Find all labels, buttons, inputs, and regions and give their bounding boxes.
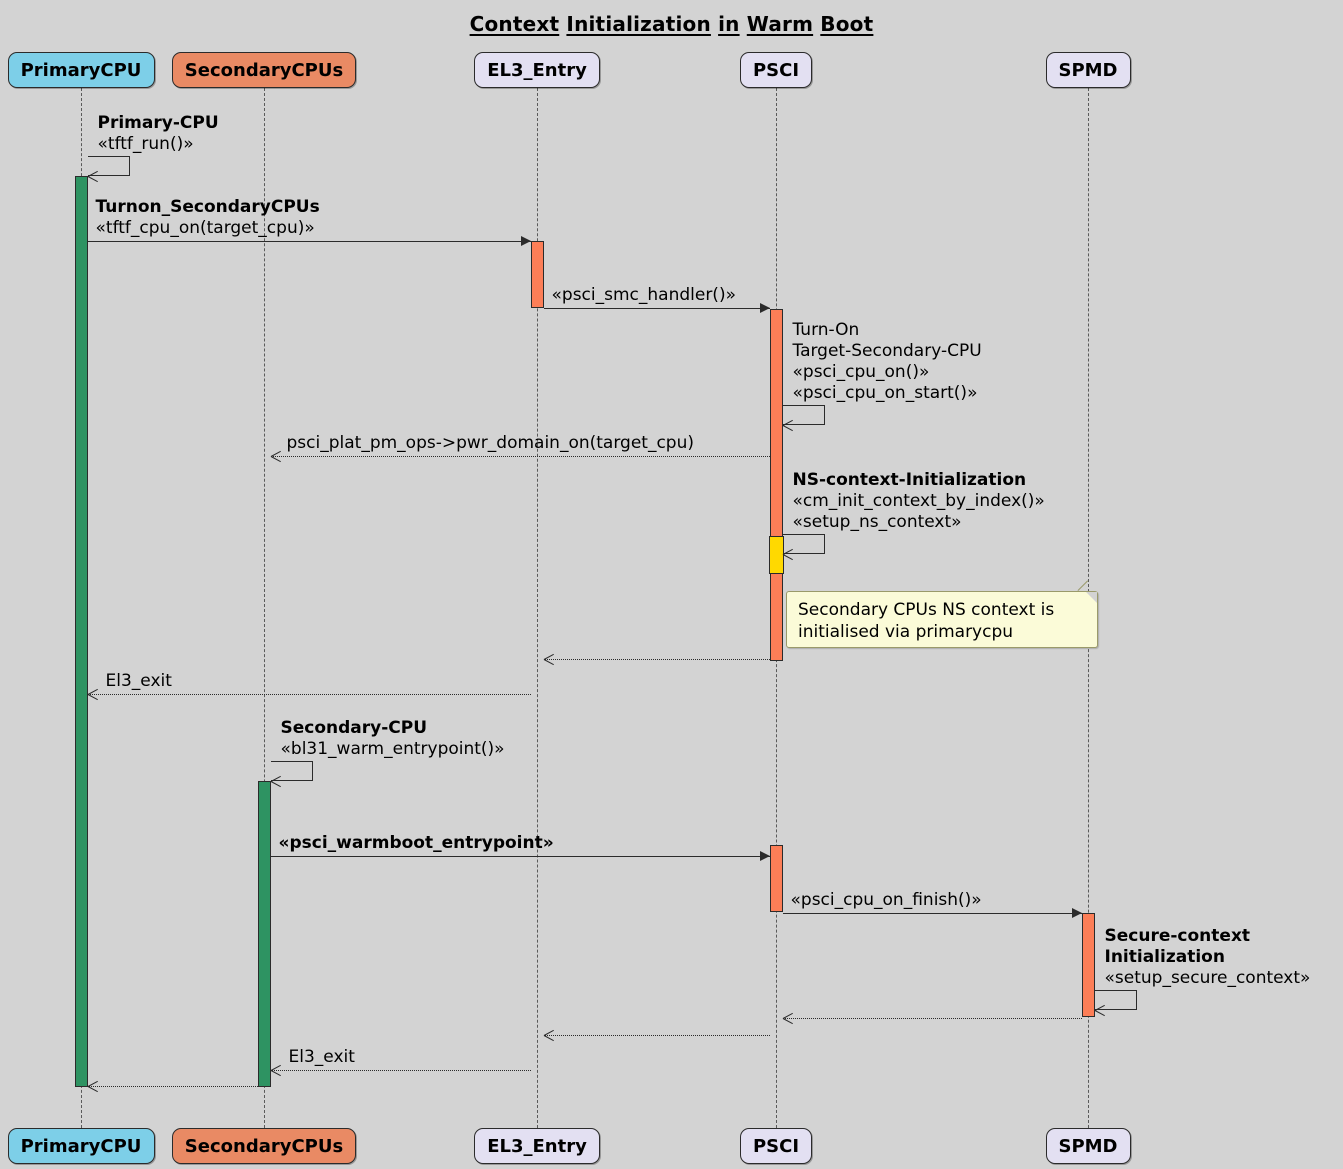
title-word: Boot: [820, 12, 874, 36]
title-word: in: [718, 12, 740, 36]
message-label: «cm_init_context_by_index()»: [792, 491, 1045, 511]
spmd-to-psci-return-arrowhead: [783, 1013, 794, 1024]
message-label: psci_plat_pm_ops->pwr_domain_on(target_c…: [286, 433, 695, 453]
el3-exit-return-primary-arrowhead: [88, 689, 99, 700]
participant-secondary-top[interactable]: SecondaryCPUs: [172, 52, 356, 88]
secondary-to-primary-return-line: [87, 1086, 258, 1087]
psci-cpu-on-finish-call-line: [782, 913, 1082, 914]
tftf-cpu-on-call-arrowhead: [520, 236, 531, 246]
lifeline-el3: [537, 88, 538, 1128]
note-line: initialised via primarycpu: [798, 622, 1014, 642]
psci-cpu-on-self-call-arrowhead: [783, 420, 794, 431]
message-label: «bl31_warm_entrypoint()»: [280, 739, 505, 759]
psci-smc-handler-call-arrowhead: [759, 303, 770, 313]
message-label: «psci_cpu_on_start()»: [792, 383, 978, 403]
spmd-to-psci-return-line: [782, 1018, 1082, 1019]
el3-exit-return-secondary-line: [270, 1070, 531, 1071]
primary-activation: [74, 176, 88, 1087]
title-word: Initialization: [566, 12, 711, 36]
message-label: «setup_ns_context»: [792, 512, 962, 532]
note-line: Secondary CPUs NS context is: [798, 600, 1055, 620]
tftf-cpu-on-call-line: [87, 241, 531, 242]
message-label: Initialization: [1104, 947, 1225, 967]
participant-spmd-bottom[interactable]: SPMD: [1045, 1128, 1131, 1164]
tftf-run-self-call-loop: [87, 156, 130, 176]
ns-context-note: Secondary CPUs NS context is initialised …: [786, 580, 1098, 648]
message-label: Target-Secondary-CPU: [792, 341, 982, 361]
cm-init-context-self-call-loop: [782, 534, 825, 554]
psci-activation-2: [769, 845, 783, 912]
el3-exit-return-primary-line: [87, 694, 531, 695]
message-label: Primary-CPU: [97, 113, 219, 133]
psci-to-el3-return-1-arrowhead: [544, 654, 555, 665]
psci-to-el3-return-1-line: [543, 659, 770, 660]
secondary-activation: [257, 781, 271, 1087]
message-label: «tftf_cpu_on(target_cpu)»: [95, 218, 315, 238]
el3-activation-1: [530, 241, 544, 308]
message-label: Secondary-CPU: [280, 718, 428, 738]
message-label: «psci_smc_handler()»: [551, 285, 736, 305]
lifeline-secondary: [264, 88, 265, 1128]
psci-to-el3-return-2-line: [543, 1035, 770, 1036]
message-label: El3_exit: [105, 671, 172, 691]
message-label: «psci_cpu_on_finish()»: [790, 890, 982, 910]
psci-nested-ns-context: [768, 536, 784, 574]
pwr-domain-on-return-arrowhead: [271, 451, 282, 462]
message-label: Secure-context: [1104, 926, 1251, 946]
message-label: NS-context-Initialization: [792, 470, 1027, 490]
psci-cpu-on-finish-call-arrowhead: [1071, 908, 1082, 918]
psci-activation-1: [769, 309, 783, 661]
psci-to-el3-return-2-arrowhead: [544, 1030, 555, 1041]
message-label: «tftf_run()»: [97, 134, 194, 154]
message-label: Turn-On: [792, 320, 860, 340]
setup-secure-context-self-call-loop: [1094, 990, 1137, 1010]
title-word: Warm: [746, 12, 814, 36]
cm-init-context-self-call-arrowhead: [783, 549, 794, 560]
message-label: Turnon_SecondaryCPUs: [95, 197, 320, 217]
message-label: «psci_cpu_on()»: [792, 362, 930, 382]
psci-cpu-on-self-call-loop: [782, 405, 825, 425]
tftf-run-self-call-arrowhead: [88, 171, 99, 182]
psci-warmboot-entrypoint-call-arrowhead: [759, 851, 770, 861]
message-label: «psci_warmboot_entrypoint»: [278, 833, 554, 853]
message-label: «setup_secure_context»: [1104, 968, 1311, 988]
spmd-activation: [1081, 913, 1095, 1017]
bl31-warm-entrypoint-self-call-arrowhead: [271, 776, 282, 787]
participant-el3-bottom[interactable]: EL3_Entry: [474, 1128, 600, 1164]
secondary-to-primary-return-arrowhead: [88, 1081, 99, 1092]
message-label: El3_exit: [288, 1047, 355, 1067]
participant-psci-top[interactable]: PSCI: [740, 52, 812, 88]
bl31-warm-entrypoint-self-call-loop: [270, 761, 313, 781]
participant-spmd-top[interactable]: SPMD: [1045, 52, 1131, 88]
participant-el3-top[interactable]: EL3_Entry: [474, 52, 600, 88]
pwr-domain-on-return-line: [270, 456, 770, 457]
el3-exit-return-secondary-arrowhead: [271, 1065, 282, 1076]
participant-primary-top[interactable]: PrimaryCPU: [7, 52, 155, 88]
note-fold-corner-icon: [1086, 592, 1097, 603]
participant-primary-bottom[interactable]: PrimaryCPU: [7, 1128, 155, 1164]
psci-smc-handler-call-line: [543, 308, 770, 309]
psci-warmboot-entrypoint-call-line: [270, 856, 770, 857]
participant-psci-bottom[interactable]: PSCI: [740, 1128, 812, 1164]
setup-secure-context-self-call-arrowhead: [1095, 1005, 1106, 1016]
page-title: Context Initialization in Warm Boot: [0, 12, 1343, 36]
title-word: Context: [469, 12, 560, 36]
participant-secondary-bottom[interactable]: SecondaryCPUs: [172, 1128, 356, 1164]
